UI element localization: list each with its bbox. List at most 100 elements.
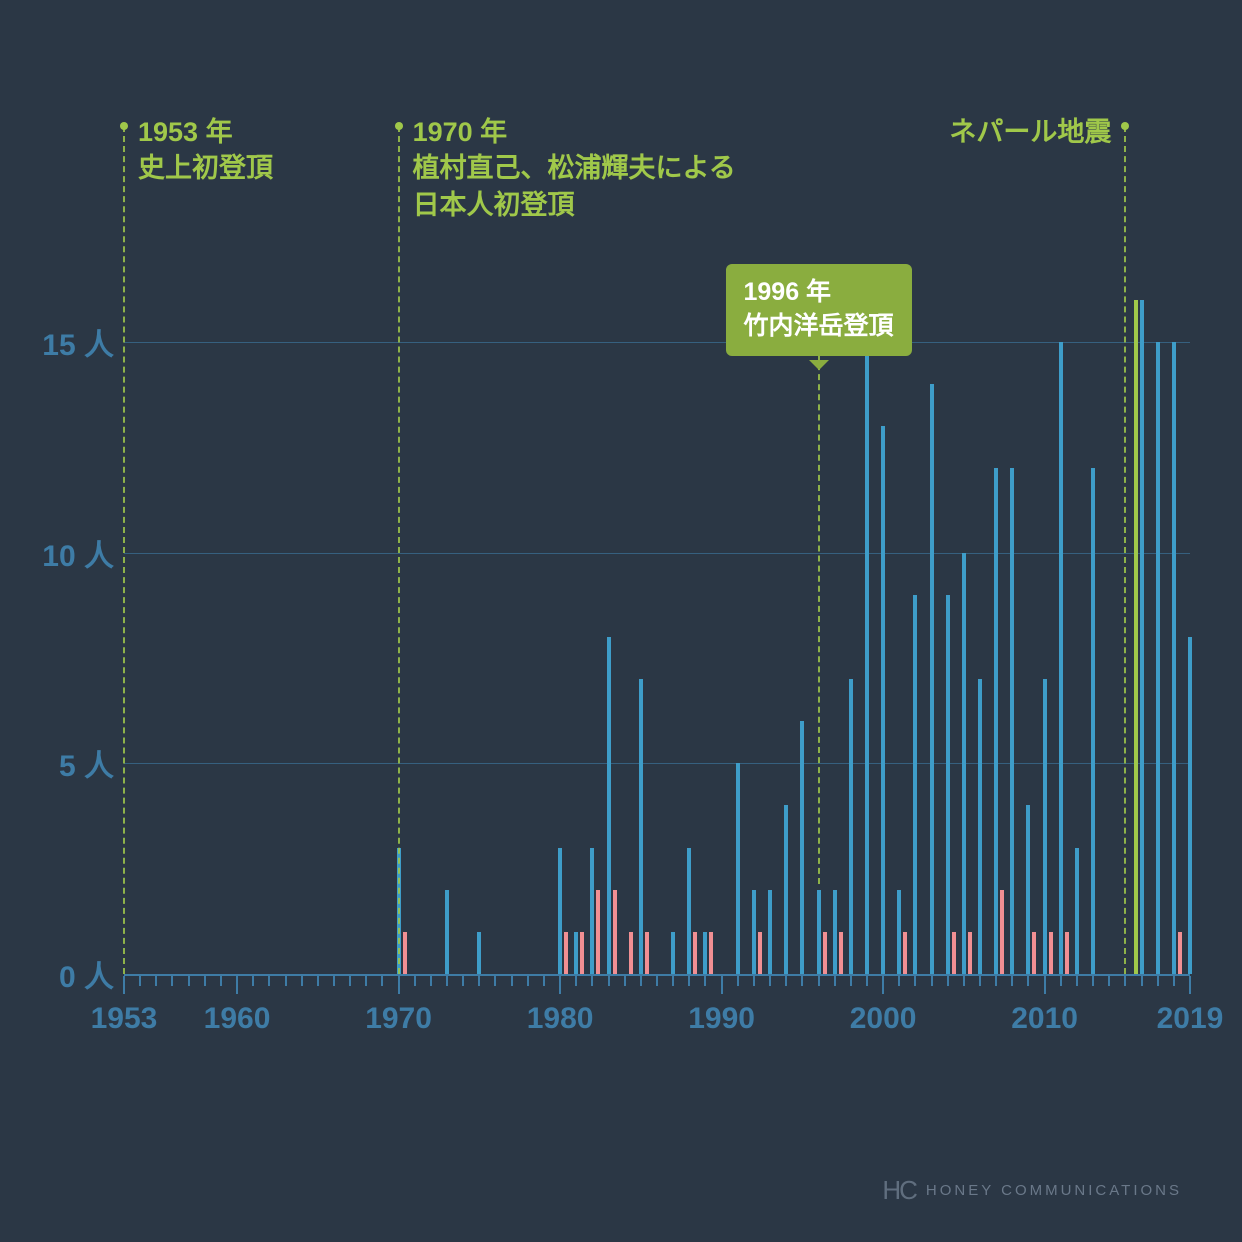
x-tick [963,976,965,986]
x-tick [301,976,303,986]
x-tick [446,976,448,986]
xtick-label: 2019 [1157,1002,1224,1036]
x-tick [866,976,868,986]
x-tick [640,976,642,986]
bar-secondary [968,932,972,974]
x-tick [139,976,141,986]
bar-primary [1140,300,1144,974]
bar-secondary [596,890,600,974]
callout: 1996 年竹内洋岳登頂 [725,264,911,356]
bar-secondary [952,932,956,974]
x-tick [834,976,836,986]
bar-secondary [1032,932,1036,974]
bar-primary [930,384,934,974]
x-tick [656,976,658,986]
x-tick [317,976,319,986]
bar-primary [558,848,562,974]
bar-secondary [758,932,762,974]
bar-primary [1172,342,1176,974]
brand-footer: HC HONEY COMMUNICATIONS [882,1175,1182,1206]
bar-primary [477,932,481,974]
x-tick [171,976,173,986]
x-tick [850,976,852,986]
x-tick [785,976,787,986]
x-tick [559,976,561,994]
x-tick [1060,976,1062,986]
x-tick [430,976,432,986]
bar-secondary [709,932,713,974]
event-dot [395,122,403,130]
x-tick [414,976,416,986]
x-tick [1076,976,1078,986]
bar-primary [1075,848,1079,974]
bar-secondary [645,932,649,974]
xtick-label: 1990 [688,1002,755,1036]
x-tick [1027,976,1029,986]
x-tick [511,976,513,986]
bar-primary [1043,679,1047,974]
event-line [398,126,400,974]
x-tick [608,976,610,986]
bar-secondary [629,932,633,974]
bar-secondary [839,932,843,974]
bar-secondary [1049,932,1053,974]
bar-secondary [403,932,407,974]
everest-chart: 0 人5 人10 人15 人19531960197019801990200020… [0,0,1242,1242]
x-tick [1108,976,1110,986]
brand-text: HONEY COMMUNICATIONS [926,1182,1182,1199]
x-tick [591,976,593,986]
bar-secondary [580,932,584,974]
event-label: ネパール地震 [949,114,1111,150]
x-tick [188,976,190,986]
bar-primary [881,426,885,974]
bar-primary [574,932,578,974]
xtick-label: 2010 [1011,1002,1078,1036]
x-tick [252,976,254,986]
x-tick [672,976,674,986]
bar-primary [768,890,772,974]
bar-primary [590,848,594,974]
bar-primary [962,553,966,974]
x-tick [349,976,351,986]
bar-primary [1156,342,1160,974]
x-tick [398,976,400,994]
x-tick [688,976,690,986]
x-tick [333,976,335,986]
x-tick [381,976,383,986]
bar-primary [752,890,756,974]
x-tick [365,976,367,986]
event-label: 1953 年史上初登頂 [138,114,273,187]
bar-primary [1010,468,1014,974]
x-tick [1011,976,1013,986]
xtick-label: 1960 [204,1002,271,1036]
x-tick [882,976,884,994]
bar-secondary [693,932,697,974]
bar-primary [703,932,707,974]
x-tick [769,976,771,986]
x-tick [1189,976,1191,994]
x-tick [236,976,238,994]
x-tick [527,976,529,986]
x-tick [898,976,900,986]
x-tick [1157,976,1159,986]
x-tick [818,976,820,986]
x-tick [204,976,206,986]
bar-secondary [613,890,617,974]
x-tick [995,976,997,986]
event-dot [1121,122,1129,130]
bar-secondary [903,932,907,974]
bar-primary [978,679,982,974]
x-tick [704,976,706,986]
x-tick [1141,976,1143,986]
event-line [123,126,125,974]
xtick-label: 1970 [365,1002,432,1036]
bar-primary [607,637,611,974]
x-tick [947,976,949,986]
bar-primary [946,595,950,974]
x-tick [478,976,480,986]
xtick-label: 1980 [527,1002,594,1036]
x-tick [931,976,933,986]
x-tick [123,976,125,994]
bar-primary [994,468,998,974]
bar-primary [736,763,740,974]
